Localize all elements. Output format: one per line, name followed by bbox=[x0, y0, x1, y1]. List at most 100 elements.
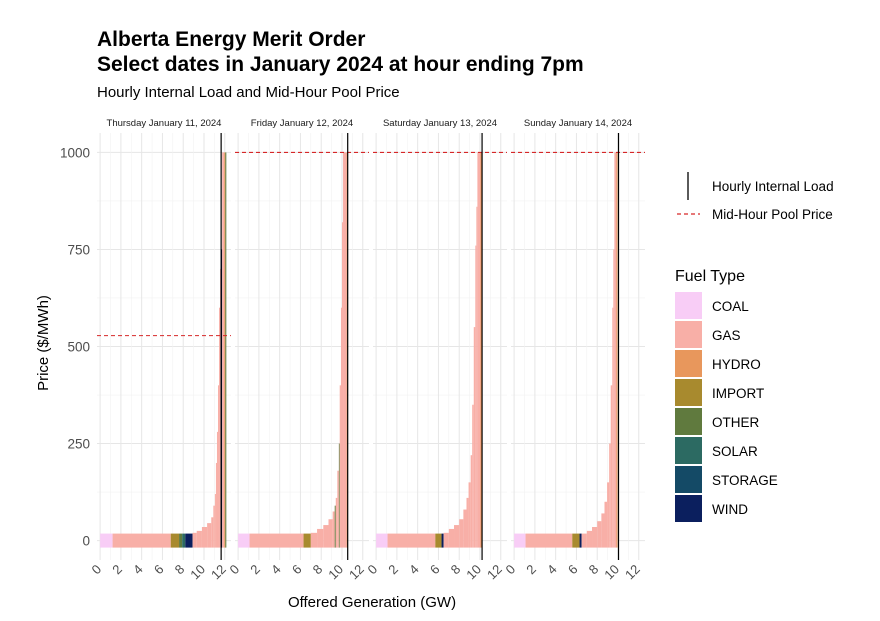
merit-segment-gas bbox=[477, 152, 481, 548]
chart-subtitle: Hourly Internal Load and Mid-Hour Pool P… bbox=[97, 84, 400, 101]
merit-segment-solar bbox=[182, 533, 186, 548]
merit-segment-gas bbox=[448, 528, 455, 548]
legend-price-label: Mid-Hour Pool Price bbox=[712, 207, 833, 222]
legend-label-coal: COAL bbox=[712, 299, 749, 314]
y-tick-label: 500 bbox=[67, 340, 90, 355]
merit-segment-wind bbox=[185, 533, 193, 548]
merit-segment-gas bbox=[192, 532, 197, 548]
merit-segment-gas bbox=[459, 519, 464, 548]
merit-segment-import bbox=[303, 533, 311, 548]
chart-title-line2: Select dates in January 2024 at hour end… bbox=[97, 53, 584, 76]
merit-segment-gas bbox=[216, 431, 219, 548]
merit-segment-gas bbox=[454, 525, 460, 548]
merit-segment-gas bbox=[612, 307, 614, 548]
merit-segment-gas bbox=[213, 505, 215, 548]
merit-segment-coal bbox=[100, 533, 113, 548]
legend-label-gas: GAS bbox=[712, 328, 741, 343]
merit-segment-gas bbox=[586, 530, 593, 548]
merit-segment-gas bbox=[222, 152, 225, 548]
merit-segment-other bbox=[179, 533, 183, 548]
x-axis-title: Offered Generation (GW) bbox=[288, 594, 456, 611]
merit-segment-gas bbox=[337, 470, 339, 548]
merit-segment-coal bbox=[514, 533, 526, 548]
legend-swatch-coal bbox=[675, 292, 702, 319]
legend-label-import: IMPORT bbox=[712, 386, 764, 401]
merit-segment-other bbox=[338, 443, 340, 548]
y-tick-label: 250 bbox=[67, 437, 90, 452]
merit-segment-other bbox=[225, 152, 227, 548]
fuel-legend-items: COAL GAS HYDRO IMPORT OTHER SOLAR STORAGE WIND bbox=[675, 292, 778, 522]
merit-segment-gas bbox=[335, 497, 338, 548]
merit-segment-gas bbox=[249, 533, 304, 548]
merit-segment-gas bbox=[332, 511, 335, 548]
merit-segment-gas bbox=[214, 494, 216, 548]
merit-segment-gas bbox=[470, 455, 473, 548]
merit-segment-gas bbox=[581, 533, 587, 548]
merit-segment-gas bbox=[604, 501, 608, 548]
merit-segment-gas bbox=[340, 307, 342, 548]
merit-segment-gas bbox=[219, 307, 221, 548]
y-tick-label: 750 bbox=[67, 242, 90, 257]
legend-swatch-other bbox=[675, 408, 702, 435]
legend-label-solar: SOLAR bbox=[712, 444, 758, 459]
merit-segment-gas bbox=[317, 528, 324, 548]
merit-segment-gas bbox=[601, 513, 605, 548]
merit-segment-hydro bbox=[480, 152, 482, 548]
legend-fuel-title: Fuel Type bbox=[675, 268, 745, 285]
merit-segment-gas bbox=[196, 530, 202, 548]
merit-segment-wind bbox=[579, 533, 582, 548]
merit-segment-gas bbox=[597, 521, 602, 548]
merit-segment-import bbox=[435, 533, 442, 548]
merit-segment-gas bbox=[323, 525, 329, 548]
merit-segment-gas bbox=[472, 404, 474, 548]
merit-segment-gas bbox=[443, 532, 449, 548]
legend-swatch-hydro bbox=[675, 350, 702, 377]
legend-swatch-import bbox=[675, 379, 702, 406]
legend-label-storage: STORAGE bbox=[712, 473, 778, 488]
merit-segment-gas bbox=[610, 385, 613, 548]
facet-strip-label: Thursday January 11, 2024 bbox=[107, 118, 222, 129]
legend-swatch-solar bbox=[675, 437, 702, 464]
merit-segment-gas bbox=[211, 517, 214, 548]
legend-load-label: Hourly Internal Load bbox=[712, 179, 834, 194]
facet-strip-label: Sunday January 14, 2024 bbox=[524, 118, 632, 129]
merit-segment-gas bbox=[112, 533, 171, 548]
merit-segment-gas bbox=[525, 533, 573, 548]
merit-segment-gas bbox=[609, 443, 611, 548]
merit-segment-gas bbox=[201, 527, 208, 548]
merit-segment-wind bbox=[441, 533, 444, 548]
merit-segment-gas bbox=[328, 519, 333, 548]
y-axis-ticks: 0 250 500 750 1000 bbox=[60, 145, 90, 548]
merit-segment-gas bbox=[463, 509, 467, 548]
merit-segment-import bbox=[170, 533, 180, 548]
legend-swatch-wind bbox=[675, 495, 702, 522]
merit-segment-gas bbox=[343, 152, 347, 548]
merit-segment-other bbox=[334, 505, 336, 548]
merit-segment-gas bbox=[476, 206, 478, 548]
merit-segment-gas bbox=[475, 245, 477, 548]
y-axis-title: Price ($/MWh) bbox=[35, 295, 52, 391]
merit-segment-hydro bbox=[616, 152, 618, 548]
facet-strip-label: Friday January 12, 2024 bbox=[251, 118, 353, 129]
legend-swatch-storage bbox=[675, 466, 702, 493]
merit-segment-gas bbox=[339, 385, 341, 548]
merit-segment-gas bbox=[466, 497, 469, 548]
legend-swatch-gas bbox=[675, 321, 702, 348]
merit-segment-gas bbox=[592, 527, 598, 548]
merit-segment-gas bbox=[387, 533, 436, 548]
merit-segment-gas bbox=[341, 222, 344, 548]
merit-segment-gas bbox=[310, 532, 318, 548]
legend-label-other: OTHER bbox=[712, 415, 760, 430]
merit-segment-gas bbox=[614, 152, 617, 548]
legend-label-wind: WIND bbox=[712, 502, 748, 517]
merit-segment-gas bbox=[218, 385, 220, 548]
legend-label-hydro: HYDRO bbox=[712, 357, 761, 372]
merit-segment-gas bbox=[473, 327, 476, 548]
merit-segment-gas bbox=[215, 462, 217, 548]
legend: Hourly Internal Load Mid-Hour Pool Price… bbox=[675, 172, 834, 522]
merit-segment-hydro bbox=[224, 152, 226, 548]
